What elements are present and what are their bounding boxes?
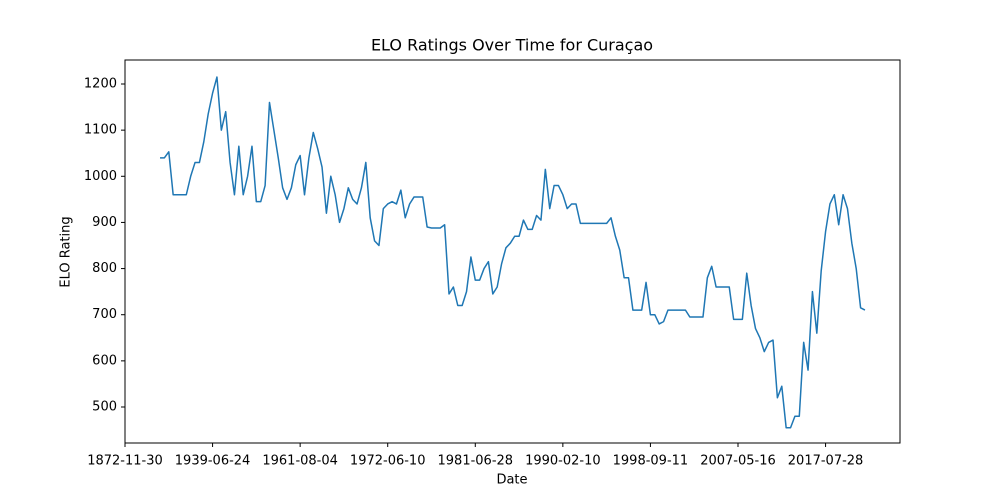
x-tick-label: 1939-06-24: [175, 454, 251, 469]
x-tick-label: 1872-11-30: [87, 454, 163, 469]
line-series: [160, 76, 866, 429]
y-axis-label: ELO Rating: [59, 216, 74, 287]
x-tick-label: 1998-09-11: [613, 454, 689, 469]
y-tick-label: 1000: [84, 169, 117, 184]
y-tick-label: 900: [92, 215, 117, 230]
x-tick-label: 1972-06-10: [350, 454, 426, 469]
y-tick-label: 700: [92, 307, 117, 322]
y-tick-label: 1200: [84, 76, 117, 91]
y-tick-label: 500: [92, 400, 117, 415]
chart-title: ELO Ratings Over Time for Curaçao: [371, 36, 653, 55]
y-tick-label: 600: [92, 353, 117, 368]
x-tick-label: 1990-02-10: [525, 454, 601, 469]
x-axis-label: Date: [496, 473, 527, 488]
y-tick-label: 800: [92, 261, 117, 276]
x-tick-label: 2017-07-28: [788, 454, 864, 469]
x-tick-label: 1981-06-28: [438, 454, 514, 469]
x-tick-label: 1961-08-04: [262, 454, 338, 469]
x-tick-label: 2007-05-16: [700, 454, 776, 469]
plot-frame: [124, 59, 901, 444]
y-tick-label: 1100: [84, 123, 117, 138]
